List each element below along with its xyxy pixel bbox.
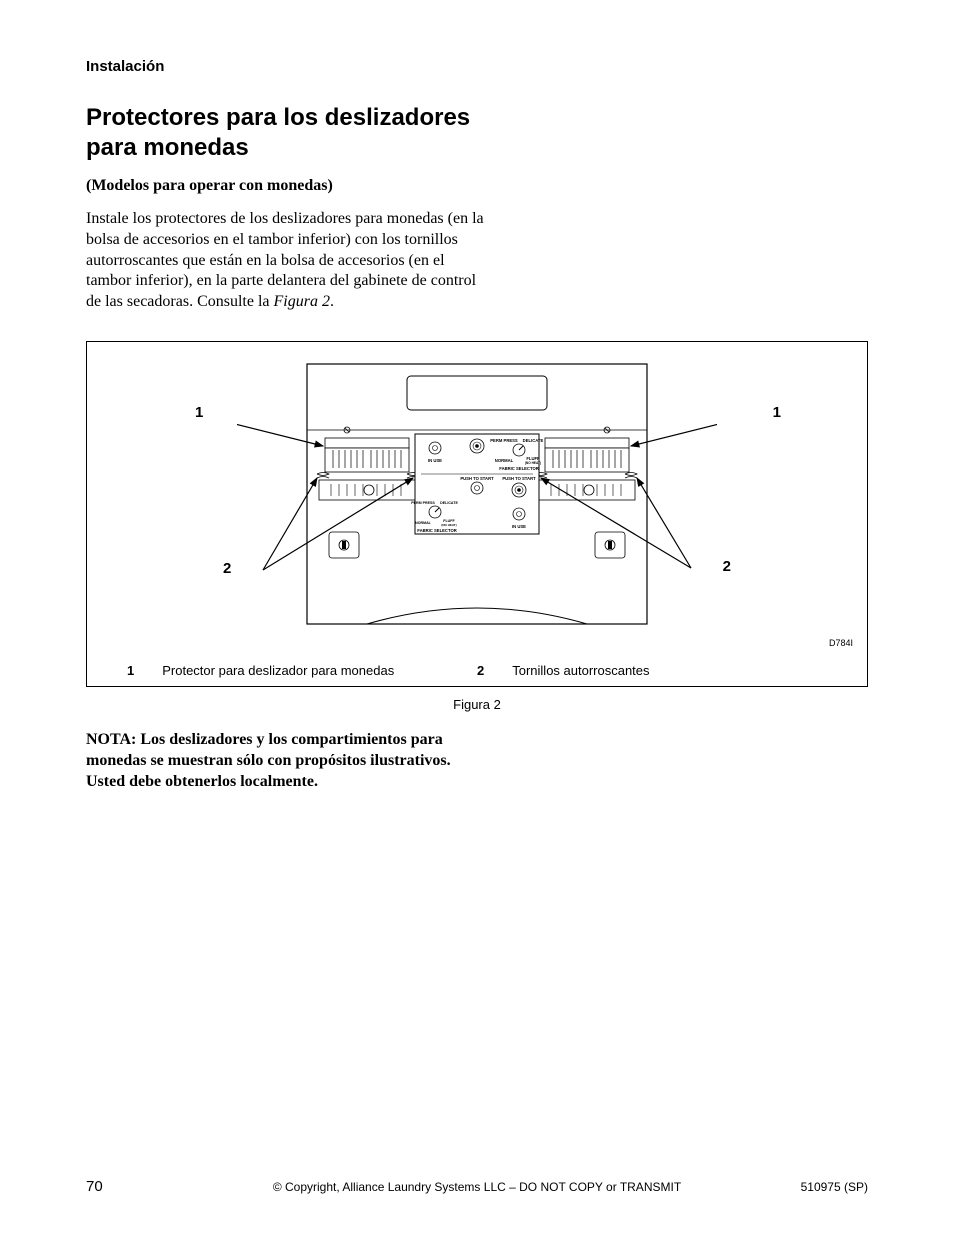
callout-2-left: 2	[223, 560, 231, 577]
paragraph-text-b: .	[330, 293, 334, 310]
svg-text:DELICATE: DELICATE	[440, 501, 458, 505]
note-text: NOTA: Los deslizadores y los compartimie…	[86, 730, 486, 792]
svg-text:NORMAL: NORMAL	[495, 458, 514, 463]
figure-legend: 1 Protector para deslizador para monedas…	[87, 663, 867, 678]
legend-text-1: Protector para deslizador para monedas	[162, 663, 394, 678]
legend-item: 2 Tornillos autorroscantes	[477, 663, 827, 678]
legend-num-2: 2	[477, 663, 484, 678]
figure-code: D784I	[829, 638, 853, 648]
page-number: 70	[86, 1178, 226, 1195]
figure-box: 1 1 2 2	[86, 341, 868, 687]
figure-reference: Figura 2	[274, 293, 330, 310]
svg-text:FABRIC SELECTOR: FABRIC SELECTOR	[417, 528, 456, 533]
legend-item: 1 Protector para deslizador para monedas	[127, 663, 477, 678]
body-paragraph: Instale los protectores de los deslizado…	[86, 209, 486, 313]
svg-text:NORMAL: NORMAL	[415, 521, 432, 525]
svg-text:FABRIC SELECTOR: FABRIC SELECTOR	[499, 466, 538, 471]
svg-text:PERM PRESS: PERM PRESS	[411, 501, 435, 505]
svg-text:IN USE: IN USE	[428, 458, 442, 463]
callout-1-right: 1	[773, 404, 781, 421]
svg-text:DELICATE: DELICATE	[523, 438, 544, 443]
copyright-text: © Copyright, Alliance Laundry Systems LL…	[226, 1180, 728, 1194]
page-footer: 70 © Copyright, Alliance Laundry Systems…	[86, 1178, 868, 1195]
svg-text:PERM PRESS: PERM PRESS	[490, 438, 518, 443]
callout-2-right: 2	[723, 558, 731, 575]
subtitle: (Modelos para operar con monedas)	[86, 177, 868, 195]
document-code: 510975 (SP)	[728, 1180, 868, 1194]
section-header: Instalación	[86, 58, 868, 75]
callout-1-left: 1	[195, 404, 203, 421]
svg-text:PUSH TO START: PUSH TO START	[502, 476, 536, 481]
diagram-svg: IN USE PERM PRESS DELICATE NORMAL FLUFF …	[237, 354, 717, 634]
figure-caption: Figura 2	[86, 697, 868, 712]
svg-text:IN USE: IN USE	[512, 524, 526, 529]
svg-text:PUSH TO START: PUSH TO START	[460, 476, 494, 481]
legend-num-1: 1	[127, 663, 134, 678]
page-title: Protectores para los deslizadores para m…	[86, 103, 486, 163]
svg-text:(NO HEAT): (NO HEAT)	[525, 461, 541, 465]
svg-text:(NO HEAT): (NO HEAT)	[441, 523, 456, 527]
legend-text-2: Tornillos autorroscantes	[512, 663, 649, 678]
